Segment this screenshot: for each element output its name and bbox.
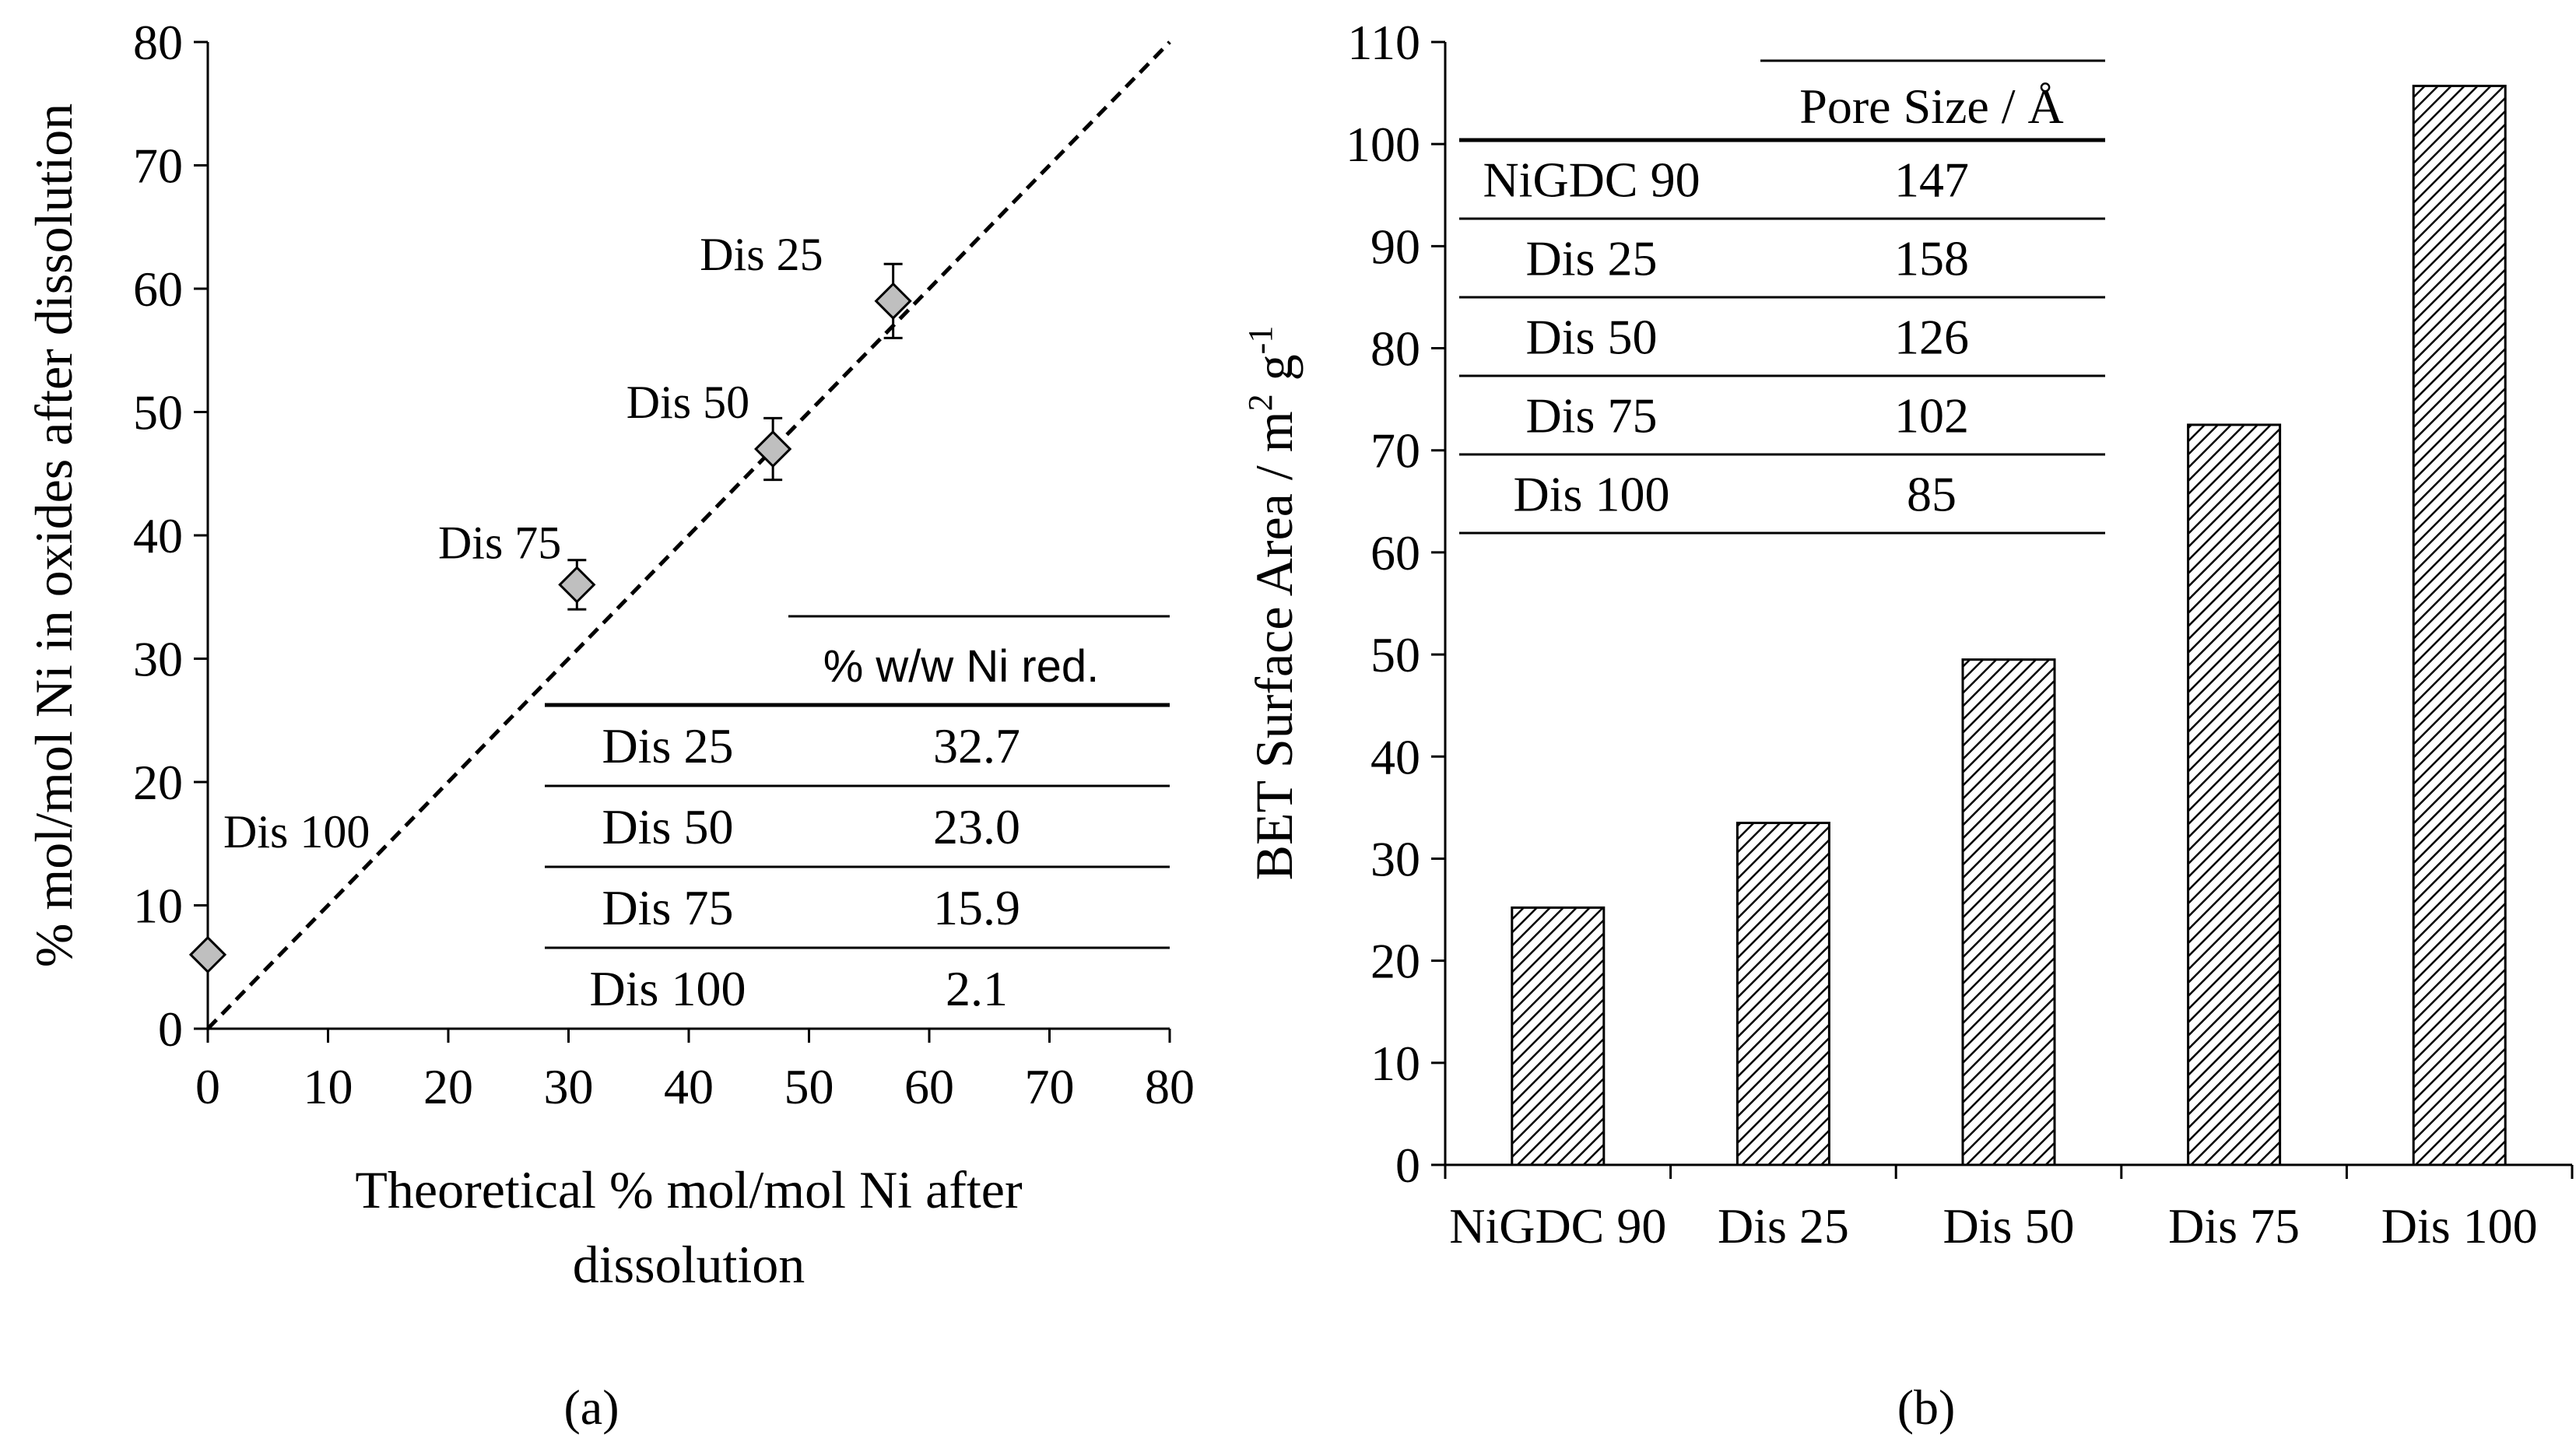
data-point-label: Dis 75 (438, 517, 561, 568)
table-cell: 158 (1894, 231, 1969, 286)
panel-a-inset-table: % w/w Ni red. Dis 25 32.7 Dis 50 23.0 Dis 75 1… (545, 615, 1170, 1030)
panel-a-y-axis-title: % mol/mol Ni in oxides after dissolution (24, 103, 83, 968)
panel-a-x-tick-label: 30 (544, 1059, 594, 1114)
panel-a-x-tick-label: 70 (1025, 1059, 1075, 1114)
panel-b-axes (1444, 42, 2574, 1179)
panel-b-y-axis-title: BET Surface Area / m2 g-1 (1241, 326, 1304, 881)
data-point-label: Dis 50 (626, 377, 749, 428)
panel-b-y-axis-title-superscript: -1 (1241, 326, 1279, 355)
panel-a-points: Dis 25 Dis 50 Dis 75 Dis 100 (188, 229, 912, 974)
panel-b-category-label: Dis 100 (2381, 1198, 2538, 1254)
panel-b-y-axis-title-superscript: 2 (1241, 394, 1279, 411)
panel-b-y-tick-label: 20 (1370, 934, 1420, 989)
panel-a-scatter-chart: 0 10 20 30 40 50 60 70 80 0 10 20 30 40 50 60 70 80 Dis … (24, 15, 1195, 1435)
data-point-marker (558, 566, 596, 604)
panel-b-category-label: Dis 25 (1718, 1198, 1849, 1254)
panel-a-y-tick-label: 50 (133, 385, 183, 440)
bar (1735, 822, 1830, 1166)
panel-a-y-tick-label: 0 (158, 1001, 183, 1057)
table-cell: Dis 25 (1526, 231, 1658, 286)
panel-b-bars (1511, 84, 2507, 1166)
table-cell: Dis 75 (1526, 388, 1658, 444)
panel-a-x-tick-label: 10 (304, 1059, 353, 1114)
table-cell: 15.9 (933, 880, 1020, 935)
panel-a-x-tick-label: 40 (664, 1059, 714, 1114)
panel-a-x-tick-label: 50 (784, 1059, 834, 1114)
bar (1961, 658, 2056, 1166)
panel-a-reference-line (206, 40, 1171, 1030)
panel-a-x-tick-label: 60 (904, 1059, 954, 1114)
panel-a-y-ticks: 0 10 20 30 40 50 60 70 80 (133, 15, 208, 1057)
bar (2187, 423, 2282, 1166)
panel-b-x-categories: NiGDC 90 Dis 25 Dis 50 Dis 75 Dis 100 (1449, 1198, 2537, 1254)
data-point-label: Dis 100 (223, 806, 370, 858)
table-cell: Dis 100 (1514, 467, 1670, 522)
panel-b-y-tick-label: 90 (1370, 219, 1420, 274)
panel-a-x-axis-title-line-2: dissolution (573, 1235, 805, 1294)
table-cell: Dis 75 (602, 880, 734, 935)
table-cell: 32.7 (933, 718, 1020, 773)
panel-a-y-tick-label: 80 (133, 15, 183, 70)
panel-a-y-tick-label: 20 (133, 755, 183, 810)
panel-b-y-tick-label: 50 (1370, 627, 1420, 682)
panel-a-x-ticks: 0 10 20 30 40 50 60 70 80 (195, 1029, 1195, 1114)
panel-a-x-tick-label: 20 (423, 1059, 473, 1114)
panel-b-y-tick-label: 110 (1347, 15, 1420, 70)
panel-b-category-label: Dis 50 (1943, 1198, 2075, 1254)
table-cell: Dis 50 (1526, 310, 1658, 365)
table-cell: Dis 50 (602, 799, 734, 854)
panel-b-y-tick-label: 0 (1395, 1138, 1420, 1193)
table-cell: 147 (1894, 153, 1969, 208)
panel-b-bar-chart: 0 10 20 30 40 50 60 70 80 90 100 110 NiGDC 90 Dis 25… (1241, 15, 2574, 1435)
panel-b-y-tick-label: 60 (1370, 525, 1420, 580)
panel-b-y-tick-label: 80 (1370, 321, 1420, 377)
panel-b-y-axis-title-text: g (1244, 354, 1304, 394)
table-cell: Dis 100 (590, 961, 746, 1016)
data-point-marker (754, 430, 792, 468)
panel-a-y-tick-label: 10 (133, 879, 183, 934)
table-cell: Dis 25 (602, 718, 734, 773)
panel-b-category-label: Dis 75 (2168, 1198, 2300, 1254)
panel-a-x-tick-label: 80 (1145, 1059, 1195, 1114)
table-cell: 2.1 (946, 961, 1008, 1016)
panel-b-y-tick-label: 40 (1370, 729, 1420, 784)
table-header-cell: Pore Size / Å (1799, 79, 2064, 134)
panel-a-caption: (a) (563, 1380, 619, 1435)
table-cell: 126 (1894, 310, 1969, 365)
table-cell: NiGDC 90 (1483, 153, 1700, 208)
data-point-marker (874, 282, 912, 320)
panel-b-y-tick-label: 10 (1370, 1036, 1420, 1091)
panel-b-caption: (b) (1897, 1380, 1956, 1435)
panel-b-category-label: NiGDC 90 (1449, 1198, 1666, 1254)
data-point-marker (188, 935, 227, 974)
panel-b-y-tick-label: 100 (1346, 117, 1420, 172)
panel-a-y-tick-label: 40 (133, 508, 183, 563)
panel-a-x-axis-title-line-1: Theoretical % mol/mol Ni after (355, 1160, 1023, 1219)
panel-a-y-tick-label: 60 (133, 261, 183, 317)
panel-b-y-axis-title-text: BET Surface Area / m (1244, 411, 1304, 880)
panel-b-y-tick-label: 70 (1370, 423, 1420, 479)
data-point-label: Dis 25 (700, 229, 823, 280)
panel-a-y-tick-label: 70 (133, 139, 183, 194)
table-header-cell: % w/w Ni red. (823, 641, 1100, 692)
panel-a-x-tick-label: 0 (195, 1059, 220, 1114)
panel-b-y-tick-label: 30 (1370, 831, 1420, 886)
panel-b-inset-table: Pore Size / Å NiGDC 90 147 Dis 25 158 Dis 50 1… (1459, 59, 2105, 535)
table-cell: 102 (1894, 388, 1969, 444)
bar (1511, 906, 1606, 1166)
panel-b-y-ticks: 0 10 20 30 40 50 60 70 80 90 100 110 (1346, 15, 1445, 1193)
table-cell: 85 (1907, 467, 1957, 522)
table-cell: 23.0 (933, 799, 1020, 854)
panel-a-y-tick-label: 30 (133, 632, 183, 687)
bar (2412, 84, 2507, 1166)
